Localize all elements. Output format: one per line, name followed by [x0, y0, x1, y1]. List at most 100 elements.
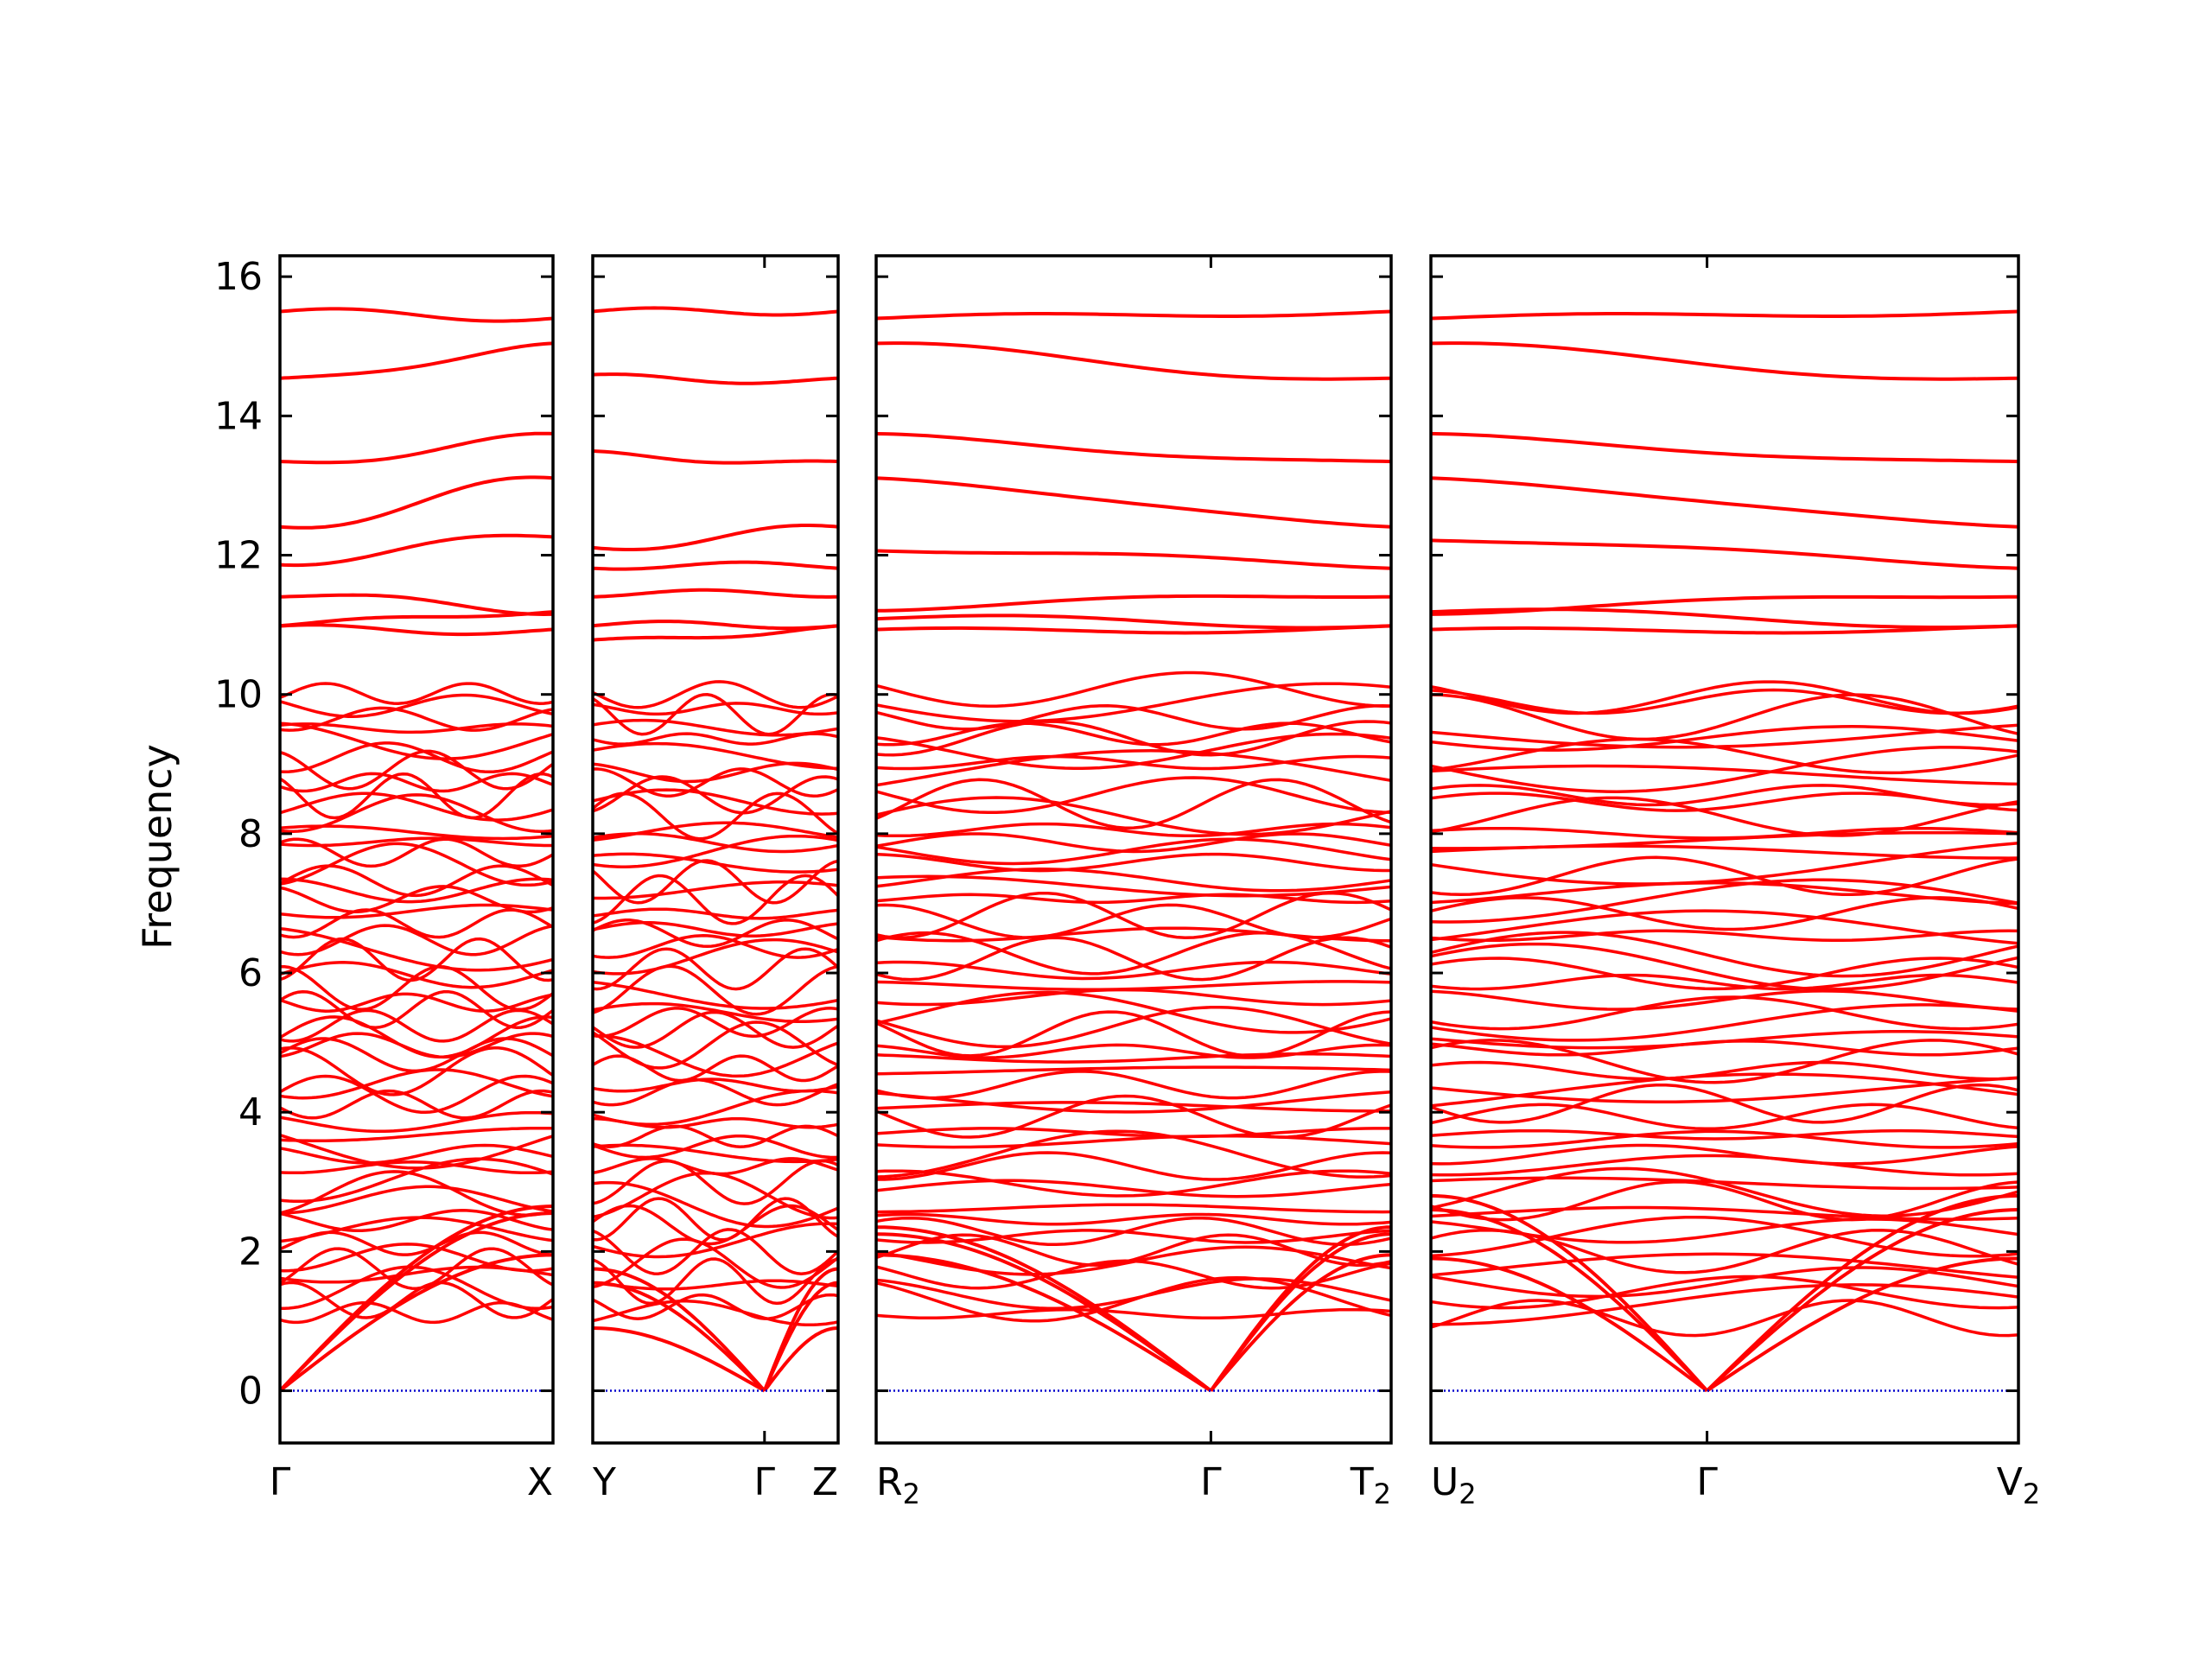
band-line-optical — [1431, 881, 2018, 906]
band-line-optical — [876, 1094, 1391, 1139]
band-line-high — [280, 533, 553, 568]
band-line-optical — [593, 788, 838, 816]
band-line-optical — [1431, 1103, 2018, 1131]
band-line-optical — [1431, 1283, 2018, 1326]
band-line-high — [876, 549, 1391, 570]
band-line-optical — [1431, 855, 2018, 897]
band-line-optical — [593, 1010, 838, 1049]
band-line-optical — [593, 1293, 838, 1320]
band-line-high — [280, 623, 553, 637]
y-tick-label: 4 — [238, 1090, 263, 1135]
band-line-optical — [593, 693, 838, 736]
x-tick-label: Y — [592, 1460, 616, 1504]
band-line-optical — [876, 903, 1391, 939]
band-line-optical — [1431, 826, 2018, 840]
x-labels-group: Γ X Y Γ Z R2 Γ T2 U2 Γ V2 — [270, 1460, 2040, 1510]
band-line-optical — [280, 961, 553, 989]
band-line-optical — [593, 775, 838, 815]
band-line-optical — [1431, 1154, 2018, 1177]
band-line-optical — [1431, 764, 2018, 786]
band-line-optical — [280, 693, 553, 718]
band-line-optical — [876, 1277, 1391, 1311]
band-line-high — [1431, 538, 2018, 570]
band-line-high — [876, 309, 1391, 321]
band-line-optical — [1431, 1076, 2018, 1103]
band-line-optical — [593, 907, 838, 920]
band-line-high — [280, 610, 553, 628]
band-line-optical — [876, 1010, 1391, 1058]
y-ticks-group: 0 2 4 6 8 10 12 14 16 — [214, 255, 263, 1413]
band-line-optical — [280, 1243, 553, 1273]
band-line-optical — [1431, 1083, 2018, 1124]
bands-group — [593, 306, 838, 1393]
band-line-optical — [1431, 1252, 2018, 1279]
y-tick-label: 14 — [214, 394, 263, 438]
band-line-acoustic — [876, 1225, 1212, 1393]
band-line-high — [593, 372, 838, 385]
band-line-optical — [593, 1180, 838, 1229]
band-line-optical — [593, 680, 838, 709]
band-line-optical — [876, 720, 1391, 757]
band-line-optical — [280, 1008, 553, 1043]
band-line-optical — [593, 718, 838, 737]
band-line-optical — [593, 964, 838, 1016]
band-line-optical — [280, 1074, 553, 1115]
band-line-acoustic — [1431, 1256, 1708, 1393]
y-axis-label: Frequency — [134, 744, 181, 950]
band-line-optical — [1431, 1266, 2018, 1299]
band-line-optical — [1431, 1215, 2018, 1258]
band-line-high — [1431, 309, 2018, 321]
band-line-high — [280, 475, 553, 530]
x-tick-label: U2 — [1431, 1460, 1477, 1510]
band-line-optical — [593, 918, 838, 949]
band-line-optical — [593, 880, 838, 900]
band-line-optical — [876, 874, 1391, 898]
band-line-optical — [280, 772, 553, 793]
band-line-optical — [1431, 929, 2018, 943]
band-line-acoustic — [1431, 1193, 1709, 1392]
band-line-optical — [280, 836, 553, 848]
band-line-optical — [280, 885, 553, 914]
band-line-optical — [280, 908, 553, 939]
band-line-optical — [876, 754, 1391, 771]
band-line-optical — [280, 1089, 553, 1120]
band-line-optical — [593, 921, 838, 938]
band-line-optical — [593, 1007, 838, 1039]
band-line-optical — [876, 1212, 1391, 1226]
band-line-optical — [1431, 796, 2018, 837]
panels-group — [278, 254, 2020, 1445]
band-line-optical — [1431, 1274, 2018, 1310]
band-line-optical — [1431, 680, 2018, 715]
band-line-acoustic — [280, 1205, 553, 1392]
band-line-acoustic — [1706, 1256, 2018, 1393]
band-line-optical — [876, 1169, 1391, 1198]
band-line-optical — [593, 1143, 838, 1164]
band-line-optical — [1431, 746, 2018, 793]
band-line-optical — [1431, 723, 2018, 749]
band-line-optical — [280, 1143, 553, 1165]
band-line-optical — [280, 989, 553, 1029]
band-line-optical — [876, 931, 1391, 976]
band-line-optical — [280, 1046, 553, 1096]
band-line-optical — [876, 671, 1391, 709]
band-line-optical — [593, 981, 838, 1010]
band-line-optical — [280, 1157, 553, 1204]
band-line-high — [593, 620, 838, 631]
panel-frame — [278, 254, 555, 1445]
band-line-optical — [593, 874, 838, 925]
band-line-optical — [876, 1233, 1391, 1267]
band-line-optical — [876, 1307, 1391, 1320]
band-line-acoustic — [280, 1253, 553, 1393]
band-line-optical — [1431, 942, 2018, 991]
band-line-optical — [593, 1279, 838, 1291]
band-line-optical — [876, 837, 1391, 866]
band-line-optical — [1431, 693, 2018, 741]
band-line-optical — [1431, 1143, 2018, 1166]
band-line-optical — [280, 903, 553, 919]
band-line-optical — [1431, 737, 2018, 775]
band-line-optical — [1431, 989, 2018, 1011]
band-line-high — [876, 476, 1391, 529]
band-line-high — [1431, 607, 2018, 629]
